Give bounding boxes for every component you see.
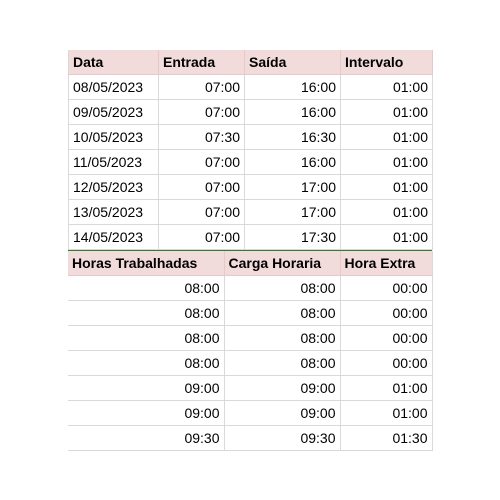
hora-extra-cell[interactable]: 00:00 [340,325,433,351]
hora-extra-cell[interactable]: 00:00 [340,275,433,301]
table-row: 08:00 08:00 00:00 [68,275,433,301]
data-cell[interactable]: 10/05/2023 [68,124,159,150]
header-row: Horas Trabalhadas Carga Horaria Hora Ext… [68,251,433,276]
intervalo-cell[interactable]: 01:00 [340,124,433,150]
intervalo-cell[interactable]: 01:00 [340,99,433,125]
table-row: 08/05/2023 07:00 16:00 01:00 [68,74,433,100]
header-saida[interactable]: Saída [244,50,341,75]
table-row: 13/05/2023 07:00 17:00 01:00 [68,199,433,225]
carga-horaria-cell[interactable]: 08:00 [224,325,341,351]
horas-trabalhadas-cell[interactable]: 09:00 [68,400,225,426]
table-row: 14/05/2023 07:00 17:30 01:00 [68,224,433,250]
hora-extra-cell[interactable]: 00:00 [340,350,433,376]
entrada-cell[interactable]: 07:00 [158,74,245,100]
entrada-cell[interactable]: 07:00 [158,149,245,175]
table-row: 09:30 09:30 01:30 [68,425,433,451]
intervalo-cell[interactable]: 01:00 [340,199,433,225]
table-row: 10/05/2023 07:30 16:30 01:00 [68,124,433,150]
carga-horaria-cell[interactable]: 09:00 [224,375,341,401]
entrada-cell[interactable]: 07:30 [158,124,245,150]
horas-trabalhadas-cell[interactable]: 08:00 [68,350,225,376]
header-intervalo[interactable]: Intervalo [340,50,433,75]
carga-horaria-cell[interactable]: 08:00 [224,300,341,326]
table-row: 08:00 08:00 00:00 [68,350,433,376]
entrada-cell[interactable]: 07:00 [158,99,245,125]
data-cell[interactable]: 14/05/2023 [68,224,159,250]
header-horas-trabalhadas[interactable]: Horas Trabalhadas [68,251,225,276]
data-cell[interactable]: 11/05/2023 [68,149,159,175]
horas-trabalhadas-cell[interactable]: 09:30 [68,425,225,451]
carga-horaria-cell[interactable]: 09:00 [224,400,341,426]
data-cell[interactable]: 08/05/2023 [68,74,159,100]
carga-horaria-cell[interactable]: 09:30 [224,425,341,451]
hora-extra-cell[interactable]: 01:00 [340,375,433,401]
table-row: 12/05/2023 07:00 17:00 01:00 [68,174,433,200]
header-hora-extra[interactable]: Hora Extra [340,251,433,276]
saida-cell[interactable]: 16:00 [244,149,341,175]
table-row: 09:00 09:00 01:00 [68,375,433,401]
table-row: 09/05/2023 07:00 16:00 01:00 [68,99,433,125]
header-entrada[interactable]: Entrada [158,50,245,75]
data-cell[interactable]: 12/05/2023 [68,174,159,200]
data-cell[interactable]: 13/05/2023 [68,199,159,225]
saida-cell[interactable]: 17:00 [244,199,341,225]
time-entry-table: Data Entrada Saída Intervalo 08/05/2023 0… [68,50,433,250]
intervalo-cell[interactable]: 01:00 [340,224,433,250]
table-row: 09:00 09:00 01:00 [68,400,433,426]
saida-cell[interactable]: 17:30 [244,224,341,250]
header-row: Data Entrada Saída Intervalo [68,50,433,75]
table-row: 11/05/2023 07:00 16:00 01:00 [68,149,433,175]
saida-cell[interactable]: 16:00 [244,74,341,100]
hours-summary-table: Horas Trabalhadas Carga Horaria Hora Ext… [68,251,433,451]
entrada-cell[interactable]: 07:00 [158,199,245,225]
carga-horaria-cell[interactable]: 08:00 [224,350,341,376]
table-row: 08:00 08:00 00:00 [68,300,433,326]
table-row: 08:00 08:00 00:00 [68,325,433,351]
header-data[interactable]: Data [68,50,159,75]
horas-trabalhadas-cell[interactable]: 08:00 [68,325,225,351]
saida-cell[interactable]: 16:30 [244,124,341,150]
hora-extra-cell[interactable]: 01:00 [340,400,433,426]
section-divider [68,250,432,251]
intervalo-cell[interactable]: 01:00 [340,74,433,100]
intervalo-cell[interactable]: 01:00 [340,149,433,175]
data-cell[interactable]: 09/05/2023 [68,99,159,125]
saida-cell[interactable]: 16:00 [244,99,341,125]
hora-extra-cell[interactable]: 01:30 [340,425,433,451]
horas-trabalhadas-cell[interactable]: 09:00 [68,375,225,401]
hora-extra-cell[interactable]: 00:00 [340,300,433,326]
entrada-cell[interactable]: 07:00 [158,224,245,250]
horas-trabalhadas-cell[interactable]: 08:00 [68,300,225,326]
horas-trabalhadas-cell[interactable]: 08:00 [68,275,225,301]
entrada-cell[interactable]: 07:00 [158,174,245,200]
spreadsheet: Data Entrada Saída Intervalo 08/05/2023 0… [68,50,433,451]
header-carga-horaria[interactable]: Carga Horaria [224,251,341,276]
saida-cell[interactable]: 17:00 [244,174,341,200]
carga-horaria-cell[interactable]: 08:00 [224,275,341,301]
intervalo-cell[interactable]: 01:00 [340,174,433,200]
